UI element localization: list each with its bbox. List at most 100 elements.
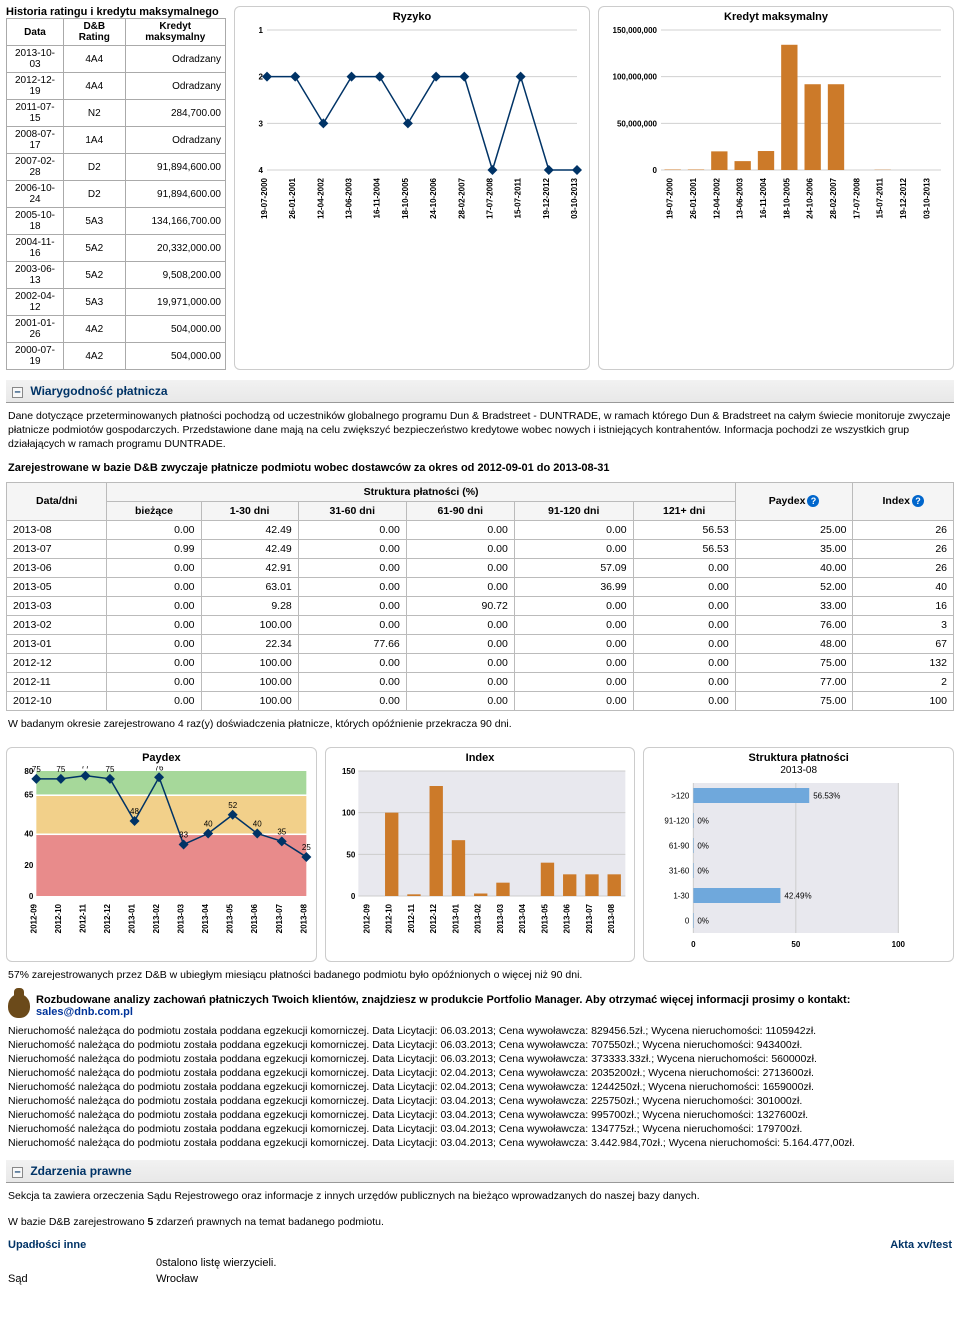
- svg-text:2013-04: 2013-04: [201, 903, 210, 933]
- svg-text:0%: 0%: [698, 816, 710, 825]
- svg-text:28-02-2007: 28-02-2007: [829, 177, 838, 218]
- svg-text:48: 48: [130, 807, 139, 816]
- legal-text2: W bazie D&B zarejestrowano 5 zdarzeń pra…: [6, 1209, 954, 1235]
- risk-chart: 123419-07-200026-01-200112-04-200213-06-…: [239, 25, 585, 245]
- svg-text:2013-01: 2013-01: [128, 903, 137, 933]
- svg-text:1-30: 1-30: [674, 891, 691, 900]
- legal-court-row: Sąd Wrocław: [6, 1271, 954, 1287]
- th-index: Index?: [853, 482, 954, 520]
- col-credit: Kredyt maksymalny: [125, 19, 225, 46]
- svg-text:4: 4: [259, 166, 264, 175]
- svg-text:0%: 0%: [698, 916, 710, 925]
- svg-text:0: 0: [691, 940, 696, 949]
- svg-text:24-10-2006: 24-10-2006: [429, 177, 438, 218]
- paydex-chart-box: Paydex 020406580757577754876334052403525…: [6, 747, 317, 962]
- help-icon[interactable]: ?: [912, 495, 924, 507]
- svg-text:13-06-2003: 13-06-2003: [345, 177, 354, 218]
- svg-text:2013-05: 2013-05: [540, 903, 549, 933]
- svg-text:18-10-2005: 18-10-2005: [401, 177, 410, 218]
- svg-text:77: 77: [81, 766, 90, 771]
- cred-description: Dane dotyczące przeterminowanych płatnoś…: [6, 403, 954, 458]
- svg-text:28-02-2007: 28-02-2007: [457, 177, 466, 218]
- svg-text:18-10-2005: 18-10-2005: [782, 177, 791, 218]
- svg-text:0: 0: [685, 916, 690, 925]
- svg-text:1: 1: [259, 26, 264, 35]
- svg-text:2012-10: 2012-10: [54, 903, 63, 933]
- svg-text:12-04-2002: 12-04-2002: [316, 177, 325, 218]
- svg-text:2013-03: 2013-03: [496, 903, 505, 933]
- history-table: Data D&B Rating Kredyt maksymalny 2013-1…: [6, 18, 226, 370]
- svg-text:15-07-2011: 15-07-2011: [876, 177, 885, 218]
- th-datadni: Data/dni: [7, 482, 107, 520]
- struct-title: Struktura płatności 2013-08: [648, 752, 949, 776]
- svg-text:03-10-2013: 03-10-2013: [570, 177, 579, 218]
- collapse-icon[interactable]: –: [12, 387, 23, 398]
- svg-text:19-12-2012: 19-12-2012: [542, 177, 551, 218]
- svg-text:2013-06: 2013-06: [250, 903, 259, 933]
- svg-text:26-01-2001: 26-01-2001: [288, 177, 297, 218]
- svg-text:2013-07: 2013-07: [275, 903, 284, 933]
- svg-text:19-07-2000: 19-07-2000: [260, 177, 269, 218]
- svg-text:42.49%: 42.49%: [785, 891, 812, 900]
- svg-text:2013-04: 2013-04: [518, 903, 527, 933]
- risk-chart-box: Ryzyko 123419-07-200026-01-200112-04-200…: [234, 6, 590, 370]
- th-paydex: Paydex?: [735, 482, 853, 520]
- svg-text:19-07-2000: 19-07-2000: [666, 177, 675, 218]
- payments-table: Data/dni Struktura płatności (%) Paydex?…: [6, 482, 954, 711]
- svg-text:2012-09: 2012-09: [362, 903, 371, 933]
- section-credibility[interactable]: – Wiarygodność płatnicza: [6, 380, 954, 403]
- svg-text:150,000,000: 150,000,000: [613, 26, 658, 35]
- svg-text:2012-11: 2012-11: [78, 903, 87, 932]
- svg-text:3: 3: [259, 119, 264, 128]
- svg-text:2012-12: 2012-12: [103, 903, 112, 933]
- legal-row1: 0stalono listę wierzycieli.: [6, 1255, 954, 1271]
- svg-text:50: 50: [792, 940, 801, 949]
- execution-lines: Nieruchomość należąca do podmiotu został…: [6, 1024, 954, 1150]
- svg-text:2013-03: 2013-03: [177, 903, 186, 933]
- svg-text:100: 100: [892, 940, 906, 949]
- svg-text:0: 0: [351, 892, 356, 901]
- svg-text:17-07-2008: 17-07-2008: [852, 177, 861, 218]
- svg-text:2013-06: 2013-06: [562, 903, 571, 933]
- svg-text:0%: 0%: [698, 866, 710, 875]
- svg-text:2013-08: 2013-08: [607, 903, 616, 933]
- svg-text:24-10-2006: 24-10-2006: [806, 177, 815, 218]
- svg-text:65: 65: [24, 790, 33, 799]
- index-title: Index: [330, 752, 631, 764]
- svg-text:2013-02: 2013-02: [152, 903, 161, 933]
- svg-text:>120: >120: [672, 791, 691, 800]
- svg-text:100: 100: [342, 808, 356, 817]
- credit-chart-box: Kredyt maksymalny 050,000,000100,000,000…: [598, 6, 954, 370]
- payments-title: Zarejestrowane w bazie D&B zwyczaje płat…: [6, 458, 954, 478]
- svg-text:16-11-2004: 16-11-2004: [759, 177, 768, 218]
- svg-text:31-60: 31-60: [669, 866, 690, 875]
- struct-chart: 050100>12056.53%91-1200%61-900%31-600%1-…: [648, 778, 949, 953]
- svg-text:75: 75: [32, 766, 41, 774]
- svg-text:56.53%: 56.53%: [814, 791, 841, 800]
- svg-text:100,000,000: 100,000,000: [613, 73, 658, 82]
- svg-text:17-07-2008: 17-07-2008: [485, 177, 494, 218]
- svg-text:52: 52: [228, 800, 237, 809]
- promo-row: Rozbudowane analizy zachowań płatniczych…: [6, 988, 954, 1024]
- svg-text:50: 50: [346, 850, 355, 859]
- help-icon[interactable]: ?: [807, 495, 819, 507]
- svg-text:26-01-2001: 26-01-2001: [689, 177, 698, 218]
- svg-text:75: 75: [56, 766, 65, 774]
- svg-text:40: 40: [204, 819, 213, 828]
- svg-text:16-11-2004: 16-11-2004: [373, 177, 382, 218]
- svg-text:0: 0: [29, 892, 34, 901]
- struct-chart-box: Struktura płatności 2013-08 0 50 100 >120 56…: [643, 747, 954, 962]
- svg-text:13-06-2003: 13-06-2003: [736, 177, 745, 218]
- svg-text:150: 150: [342, 767, 356, 776]
- svg-text:2012-12: 2012-12: [429, 903, 438, 933]
- svg-text:35: 35: [277, 827, 286, 836]
- paydex-title: Paydex: [11, 752, 312, 764]
- svg-text:25: 25: [302, 843, 311, 852]
- svg-text:03-10-2013: 03-10-2013: [922, 177, 931, 218]
- section-legal[interactable]: – Zdarzenia prawne: [6, 1160, 954, 1183]
- svg-text:2013-08: 2013-08: [299, 903, 308, 933]
- svg-text:75: 75: [106, 766, 115, 774]
- promo-email-link[interactable]: sales@dnb.com.pl: [36, 1006, 133, 1018]
- late-note: 57% zarejestrowanych przez D&B w ubiegły…: [6, 962, 954, 988]
- collapse-icon[interactable]: –: [12, 1167, 23, 1178]
